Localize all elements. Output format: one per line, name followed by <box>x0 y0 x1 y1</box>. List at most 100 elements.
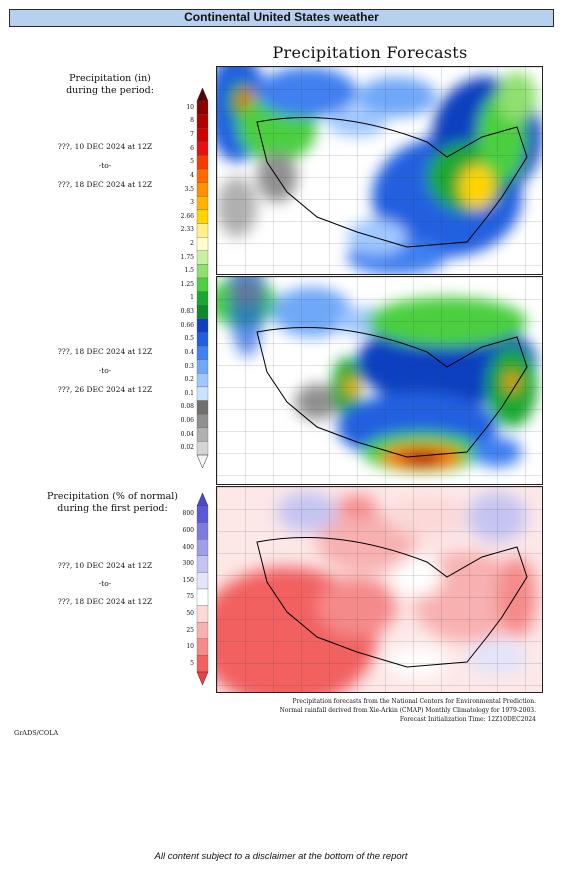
pct-legend-title-line2: during the first period: <box>57 503 168 514</box>
credit-label: GrADS/COLA <box>14 729 59 737</box>
precip-legend-title-line1: Precipitation (in) <box>69 73 151 84</box>
pct-scale-label: 150 <box>182 576 194 584</box>
precip-scale-bar <box>196 88 209 468</box>
pct-scale-swatch <box>196 655 209 673</box>
precip-scale-swatch <box>196 400 209 415</box>
precip-scale-label: 3.5 <box>184 185 194 193</box>
precip-scale-swatch <box>196 141 209 156</box>
precip-scale-label: 0.06 <box>180 416 194 424</box>
precip-scale-swatch <box>196 291 209 306</box>
precip-scale-swatch <box>196 100 209 115</box>
pct-scale-label: 600 <box>182 526 194 534</box>
precip-scale-label: 2 <box>190 239 194 247</box>
precip-scale-swatch <box>196 209 209 224</box>
precip-scale-label: 2.33 <box>180 226 194 234</box>
header-title: Continental United States weather <box>184 10 379 24</box>
precip-scale-swatch <box>196 114 209 129</box>
pct-scale-swatch <box>196 572 209 590</box>
pct-scale-label: 5 <box>190 659 194 667</box>
period-1-from: ???, 10 DEC 2024 at 12Z <box>57 142 153 151</box>
period-3-until: ???, 18 DEC 2024 at 12Z <box>57 597 153 606</box>
page-header: Continental United States weather <box>9 9 554 27</box>
period-3-to: -to- <box>98 579 112 588</box>
precip-scale-swatch <box>196 250 209 265</box>
precip-scale-swatch <box>196 128 209 142</box>
pct-scale-bar <box>196 493 209 685</box>
main-title: Precipitation Forecasts <box>272 43 468 62</box>
precip-scale-label: 4 <box>190 171 194 179</box>
precip-map-period-2 <box>216 276 543 485</box>
precip-scale-swatch <box>196 196 209 211</box>
precip-scale-label: 2.66 <box>180 212 194 220</box>
precip-scale-swatch <box>196 427 209 442</box>
precip-scale-swatch <box>196 414 209 428</box>
precip-scale-swatch <box>196 237 209 251</box>
precip-legend-title-line2: during the period: <box>66 85 154 96</box>
pct-scale-bottom-arrow <box>196 671 209 685</box>
precip-scale-swatch <box>196 155 209 170</box>
precip-scale-label: 0.2 <box>184 376 194 384</box>
precip-map-period-1 <box>216 66 543 275</box>
precip-scale-label: 0.02 <box>180 444 194 452</box>
pct-scale-label: 50 <box>186 609 194 617</box>
precip-scale-swatch <box>196 386 209 401</box>
pct-scale-swatch <box>196 539 209 556</box>
precip-scale-swatch <box>196 223 209 238</box>
pct-legend-title-line1: Precipitation (% of normal) <box>46 491 179 502</box>
pct-scale-swatch <box>196 555 209 573</box>
pct-scale-label: 10 <box>186 643 194 651</box>
precip-scale-label: 0.3 <box>184 362 194 370</box>
footer-line-1: Precipitation forecasts from the Nationa… <box>292 698 536 705</box>
pct-scale-swatch <box>196 622 209 639</box>
precip-scale-label: 0.08 <box>180 403 194 411</box>
pct-scale-label: 75 <box>186 593 194 601</box>
precip-scale-label: 0.1 <box>184 389 194 397</box>
period-1-to: -to- <box>98 161 112 170</box>
pct-scale-top-arrow <box>196 493 209 507</box>
pct-scale-swatch <box>196 505 209 523</box>
precip-scale-swatch <box>196 441 209 456</box>
precip-scale-label: 1.5 <box>184 267 194 275</box>
pct-scale-swatch <box>196 638 209 656</box>
precip-scale-label: 10 <box>186 103 194 111</box>
precip-scale-swatch <box>196 373 209 388</box>
pct-normal-map <box>216 486 543 693</box>
period-3-from: ???, 10 DEC 2024 at 12Z <box>57 561 153 570</box>
precip-scale-label: 0.5 <box>184 335 194 343</box>
precip-scale-top-arrow <box>196 88 209 102</box>
pct-scale-label: 800 <box>182 510 194 518</box>
precip-scale-label: 8 <box>190 117 194 125</box>
precip-scale-swatch <box>196 264 209 279</box>
pct-scale-label: 25 <box>186 626 194 634</box>
precip-scale-swatch <box>196 305 209 319</box>
pct-color-scale: 800 600 400 300 150 75 50 25 10 5 <box>170 493 210 685</box>
precip-scale-bottom-arrow <box>196 454 209 468</box>
precip-color-scale: 10 8 7 6 5 4 3.5 3 2.66 2.33 2 1.75 1.5 1.25 1 0.83 0.66… <box>170 88 210 468</box>
precip-scale-label: 0.66 <box>180 321 194 329</box>
precip-scale-swatch <box>196 359 209 374</box>
precip-scale-swatch <box>196 277 209 292</box>
pct-scale-label: 400 <box>182 543 194 551</box>
pct-legend-title: Precipitation (% of normal) during the f… <box>30 491 195 515</box>
precip-scale-label: 7 <box>190 131 194 139</box>
precip-scale-swatch <box>196 345 209 360</box>
precip-scale-label: 6 <box>190 144 194 152</box>
precip-scale-label: 0.04 <box>180 430 194 438</box>
pct-scale-swatch <box>196 588 209 606</box>
period-2-to: -to- <box>98 366 112 375</box>
period-2-from: ???, 18 DEC 2024 at 12Z <box>57 347 153 356</box>
precip-scale-swatch <box>196 332 209 347</box>
precip-scale-label: 1 <box>190 294 194 302</box>
precip-legend-title: Precipitation (in) during the period: <box>40 73 180 97</box>
precip-scale-label: 1.25 <box>180 280 194 288</box>
precip-scale-label: 3 <box>190 199 194 207</box>
pct-scale-swatch <box>196 605 209 623</box>
disclaimer-text: All content subject to a disclaimer at t… <box>154 851 408 862</box>
period-1-until: ???, 18 DEC 2024 at 12Z <box>57 180 153 189</box>
footer-line-2: Normal rainfall derived from Xie-Arkin (… <box>279 707 536 714</box>
precip-scale-label: 0.83 <box>180 308 194 316</box>
pct-scale-swatch <box>196 522 209 540</box>
precip-scale-label: 5 <box>190 158 194 166</box>
precip-scale-swatch <box>196 182 209 197</box>
pct-scale-label: 300 <box>182 560 194 568</box>
